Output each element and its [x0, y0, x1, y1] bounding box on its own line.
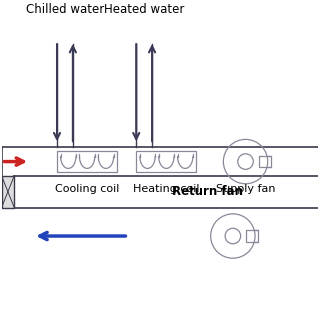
Bar — [246, 230, 258, 242]
Bar — [259, 156, 271, 167]
Text: Heated water: Heated water — [104, 3, 184, 16]
Text: Chilled water: Chilled water — [26, 3, 104, 16]
Text: Cooling coil: Cooling coil — [55, 184, 119, 194]
Text: Heating coil: Heating coil — [133, 184, 200, 194]
Text: Supply fan: Supply fan — [216, 184, 275, 194]
Text: Return fan: Return fan — [172, 185, 243, 198]
Bar — [136, 151, 196, 172]
Bar — [2, 176, 14, 207]
Bar — [57, 151, 117, 172]
